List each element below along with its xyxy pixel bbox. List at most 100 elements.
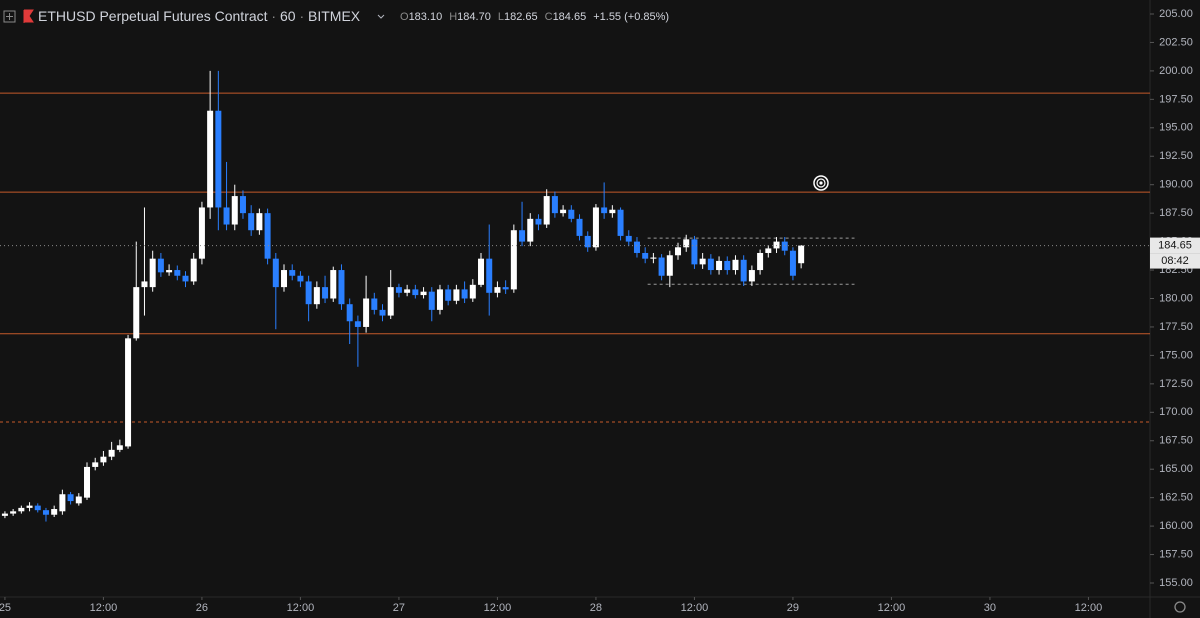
- candle-body: [182, 275, 189, 282]
- candle-body: [551, 196, 558, 214]
- y-tick-label: 195.00: [1159, 122, 1193, 134]
- candle-body: [297, 275, 304, 282]
- candle-body: [239, 196, 246, 214]
- candle-body: [174, 270, 181, 276]
- interval: 60: [280, 8, 296, 24]
- candle-body: [658, 257, 665, 276]
- candle-body: [51, 509, 58, 515]
- alert-icon-inner: [816, 178, 826, 188]
- candle-body: [765, 248, 772, 253]
- y-tick-label: 187.50: [1159, 207, 1193, 219]
- legend-header: ETHUSD Perpetual Futures Contract · 60 ·…: [38, 8, 361, 24]
- candle-body: [707, 258, 714, 271]
- candle-body: [436, 289, 443, 310]
- candle-body: [740, 259, 747, 282]
- candle-body: [354, 321, 361, 327]
- candle-body: [256, 213, 263, 231]
- candle-body: [84, 466, 91, 498]
- y-tick-label: 190.00: [1159, 179, 1193, 191]
- candle-body: [272, 258, 279, 288]
- candle-body: [67, 494, 74, 502]
- candle-body: [125, 338, 132, 447]
- y-tick-label: 200.00: [1159, 65, 1193, 77]
- candle-body: [116, 445, 123, 450]
- ohlc-legend: O183.10 H184.70 L182.65 C184.65 +1.55 (+0.85…: [400, 11, 669, 23]
- dropdown-caret[interactable]: [377, 14, 385, 19]
- candle-body: [34, 505, 41, 511]
- candle-body: [633, 241, 640, 253]
- candle-body: [190, 258, 197, 282]
- candle-body: [724, 260, 731, 271]
- candle-body: [666, 255, 673, 276]
- candle-body: [223, 207, 230, 225]
- x-tick-label: 12:00: [878, 602, 906, 614]
- candle-body: [313, 287, 320, 305]
- y-tick-label: 165.00: [1159, 463, 1193, 475]
- candle-body: [281, 270, 288, 288]
- candle-body: [535, 218, 542, 225]
- candle-body: [198, 207, 205, 259]
- candle-body: [576, 218, 583, 236]
- l-label: L: [498, 11, 504, 23]
- x-tick-label: 27: [393, 602, 405, 614]
- candle-body: [502, 287, 509, 290]
- candle-body: [609, 209, 616, 214]
- candle-body: [625, 235, 632, 242]
- countdown-label: 08:42: [1161, 255, 1189, 267]
- y-tick-label: 172.50: [1159, 378, 1193, 390]
- last-price-label: 184.65: [1158, 239, 1192, 251]
- candle-body: [133, 287, 140, 339]
- candle-body: [642, 252, 649, 259]
- candle-body: [149, 258, 156, 288]
- candle-body: [617, 209, 624, 236]
- candle-body: [789, 250, 796, 276]
- candle-body: [141, 281, 148, 288]
- candle-body: [510, 230, 517, 290]
- settings-icon[interactable]: [1174, 601, 1186, 613]
- exchange-flag-icon: [23, 9, 34, 23]
- candle-body: [445, 289, 452, 301]
- candle-body: [363, 298, 370, 327]
- change: +1.55 (+0.85%): [593, 11, 669, 23]
- candle-body: [543, 196, 550, 225]
- candle-body: [108, 449, 115, 457]
- candle-body: [338, 270, 345, 305]
- y-tick-label: 177.50: [1159, 321, 1193, 333]
- candle-body: [675, 247, 682, 256]
- candle-body: [371, 298, 378, 310]
- expand-icon-plus: [6, 13, 13, 20]
- candle-body: [289, 270, 296, 276]
- candle-body: [92, 462, 99, 467]
- candle-body: [584, 235, 591, 248]
- candle-body: [379, 309, 386, 316]
- candle-body: [264, 213, 271, 259]
- candle-body: [10, 511, 17, 514]
- x-tick-label: 28: [590, 602, 602, 614]
- candle-body: [732, 259, 739, 271]
- expand-icon[interactable]: [3, 10, 16, 23]
- candle-body: [716, 260, 723, 271]
- y-tick-label: 180.00: [1159, 292, 1193, 304]
- y-tick-label: 202.50: [1159, 36, 1193, 48]
- candle-body: [231, 196, 238, 225]
- c-value: 184.65: [553, 11, 587, 23]
- x-tick-label: 30: [984, 602, 996, 614]
- alert-icon[interactable]: [813, 175, 829, 191]
- x-tick-label: 12:00: [681, 602, 709, 614]
- y-tick-label: 157.50: [1159, 548, 1193, 560]
- h-label: H: [449, 11, 457, 23]
- o-label: O: [400, 11, 409, 23]
- candle-body: [699, 258, 706, 265]
- y-tick-label: 197.50: [1159, 93, 1193, 105]
- candle-body: [428, 291, 435, 310]
- candle-body: [215, 110, 222, 208]
- symbol: ETHUSD Perpetual Futures Contract: [38, 8, 268, 24]
- y-tick-label: 175.00: [1159, 349, 1193, 361]
- candle-body: [683, 239, 690, 248]
- x-tick-label: 12:00: [484, 602, 512, 614]
- candle-body: [59, 494, 66, 512]
- candle-body: [650, 257, 657, 259]
- x-tick-label: 12:00: [287, 602, 315, 614]
- candle-body: [404, 289, 411, 293]
